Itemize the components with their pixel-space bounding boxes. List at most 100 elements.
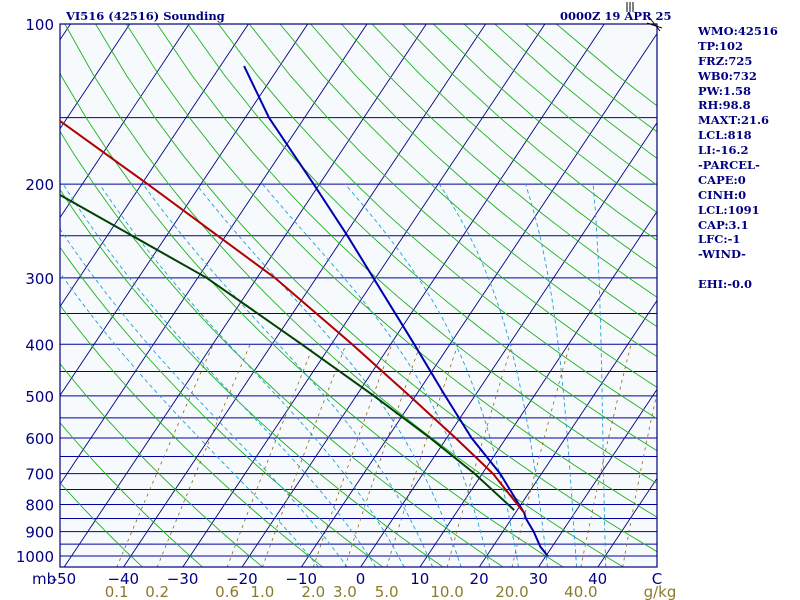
dry-adiabat-line [60, 72, 564, 567]
stat-line: LI:-16.2 [698, 143, 749, 158]
mixing-ratio-line [312, 344, 393, 567]
mixing-ratio-tick-label: 0.6 [215, 583, 239, 600]
moist-adiabat-line [99, 183, 405, 567]
isotherm-line [60, 24, 249, 308]
dry-adiabat-line [64, 24, 624, 567]
pressure-tick-label: 100 [25, 16, 54, 34]
stat-line: LFC:-1 [698, 232, 741, 247]
dry-adiabat-line [341, 24, 657, 298]
pressure-tick-label: 200 [25, 176, 54, 194]
diagram-grid [0, 23, 658, 568]
temperature-tick-label: -50 [52, 570, 77, 588]
moist-adiabat-line [344, 183, 520, 567]
pressure-unit-label: mb [32, 570, 56, 588]
dry-adiabat-line [60, 246, 384, 567]
temperature-tick-label: −10 [285, 570, 317, 588]
mixing-ratio-line [386, 344, 459, 567]
stat-line: -PARCEL- [698, 158, 760, 173]
temperature-profile [243, 65, 549, 557]
pressure-tick-label: 1000 [16, 548, 54, 566]
chart-date: 0000Z 19 APR 25 [560, 9, 672, 23]
dry-adiabat-line [60, 422, 204, 567]
barb-staff [648, 16, 661, 32]
pressure-tick-label: 800 [25, 496, 54, 514]
stat-line: EHI:-0.0 [698, 277, 753, 292]
mixing-ratio-tick-label: 2.0 [301, 583, 325, 600]
moist-adiabat-line [60, 272, 320, 567]
isotherm-line [63, 24, 427, 567]
series-group [60, 65, 549, 557]
dry-adiabat-line [60, 130, 504, 567]
mixing-ratio-tick-label: 10.0 [430, 583, 463, 600]
dry-adiabat-line [371, 24, 657, 269]
temperature-tick-label: 20 [470, 570, 489, 588]
mixing-ratio-line [344, 344, 421, 567]
stat-line: WB0:732 [698, 68, 757, 83]
dry-adiabat-line [95, 24, 657, 553]
stat-line: WMO:42516 [698, 24, 778, 38]
isotherm-line [478, 299, 657, 567]
pressure-tick-label: 300 [25, 270, 54, 288]
dry-adiabat-line [60, 304, 324, 567]
isotherm-line [60, 24, 131, 130]
mixing-ratio-line [262, 344, 347, 567]
dry-adiabat-line [156, 24, 657, 485]
moist-adiabat-line [195, 183, 462, 567]
moist-adiabat-line [525, 183, 578, 567]
isotherm-line [241, 24, 605, 567]
parcel-profile [60, 119, 525, 514]
stat-line: CAP:3.1 [698, 217, 749, 232]
stat-line: -WIND- [698, 247, 746, 262]
dry-adiabat-line [248, 24, 657, 388]
stat-line: RH:98.8 [698, 98, 751, 113]
isotherm-line [122, 24, 486, 567]
moist-adiabat-line [142, 183, 434, 567]
stat-line: CINH:0 [698, 187, 747, 202]
isotherm-line [0, 24, 11, 567]
barb-staff [646, 22, 663, 29]
dry-adiabat-line [60, 362, 264, 567]
mixing-ratio-tick-label: g/kg [644, 583, 677, 600]
stat-line: FRZ:725 [698, 53, 753, 68]
temperature-tick-label: 30 [529, 570, 548, 588]
dry-adiabat-line [279, 24, 657, 358]
stat-line: LCL:818 [698, 128, 752, 143]
isotherm-line [182, 24, 546, 567]
moist-adiabat-line [262, 183, 491, 567]
stat-line: MAXT:21.6 [698, 113, 769, 128]
isotherm-line [360, 121, 657, 567]
pressure-tick-label: 400 [25, 336, 54, 354]
isotherm-line [60, 24, 368, 486]
chart-title: VI516 (42516) Sounding [66, 9, 225, 23]
stat-line [698, 262, 798, 277]
isotherm-line [60, 24, 309, 397]
mixing-ratio-line [226, 344, 315, 567]
mixing-ratio-line [622, 391, 657, 567]
sounding-profiles [60, 2, 663, 557]
mixing-ratio-tick-label: 0.1 [105, 583, 129, 600]
mixing-ratio-tick-label: 1.0 [250, 583, 274, 600]
moist-adiabat-line [438, 183, 548, 567]
temperature-tick-label: −30 [167, 570, 199, 588]
mixing-ratio-tick-label: 0.2 [145, 583, 169, 600]
stat-line: TP:102 [698, 38, 744, 53]
grid-lines [0, 24, 657, 567]
pressure-tick-label: 900 [25, 524, 54, 542]
mixing-ratio-line [116, 344, 214, 567]
dry-adiabat-line [60, 188, 444, 567]
pressure-tick-label: 600 [25, 430, 54, 448]
plot-border [59, 23, 658, 568]
temperature-tick-label: 0 [356, 570, 366, 588]
temperature-tick-label: −20 [226, 570, 258, 588]
dry-adiabat-line [310, 24, 657, 328]
stat-line: CAPE:0 [698, 172, 746, 187]
dewpoint-profile [60, 193, 515, 511]
isotherm-line [60, 24, 190, 219]
mixing-ratio-tick-label: 40.0 [564, 583, 597, 600]
pressure-tick-label: 700 [25, 466, 54, 484]
dry-adiabat-line [187, 24, 657, 452]
temperature-tick-label: −40 [107, 570, 139, 588]
dry-adiabat-line [125, 24, 657, 518]
